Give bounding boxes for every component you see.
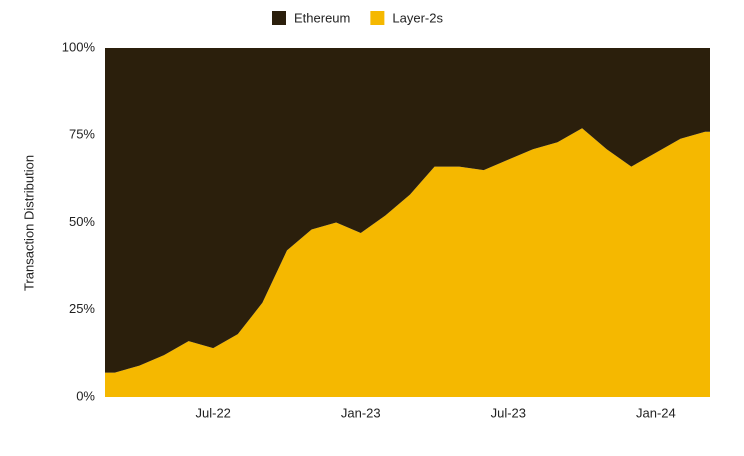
legend-swatch (272, 11, 286, 25)
x-tick-label: Jul-23 (491, 405, 526, 420)
legend-swatch (370, 11, 385, 25)
x-tick-label: Jul-22 (196, 405, 231, 420)
y-axis-label: Transaction Distribution (21, 155, 36, 291)
x-tick-label: Jan-24 (636, 405, 676, 420)
area (105, 48, 710, 373)
y-tick-label: 100% (62, 39, 96, 54)
y-tick-label: 0% (76, 388, 95, 403)
y-tick-label: 50% (69, 214, 95, 229)
y-tick-label: 25% (69, 301, 95, 316)
x-tick-label: Jan-23 (341, 405, 381, 420)
y-tick-label: 75% (69, 127, 95, 142)
area (105, 128, 710, 397)
legend-label: Ethereum (294, 10, 350, 25)
legend-label: Layer-2s (392, 10, 443, 25)
